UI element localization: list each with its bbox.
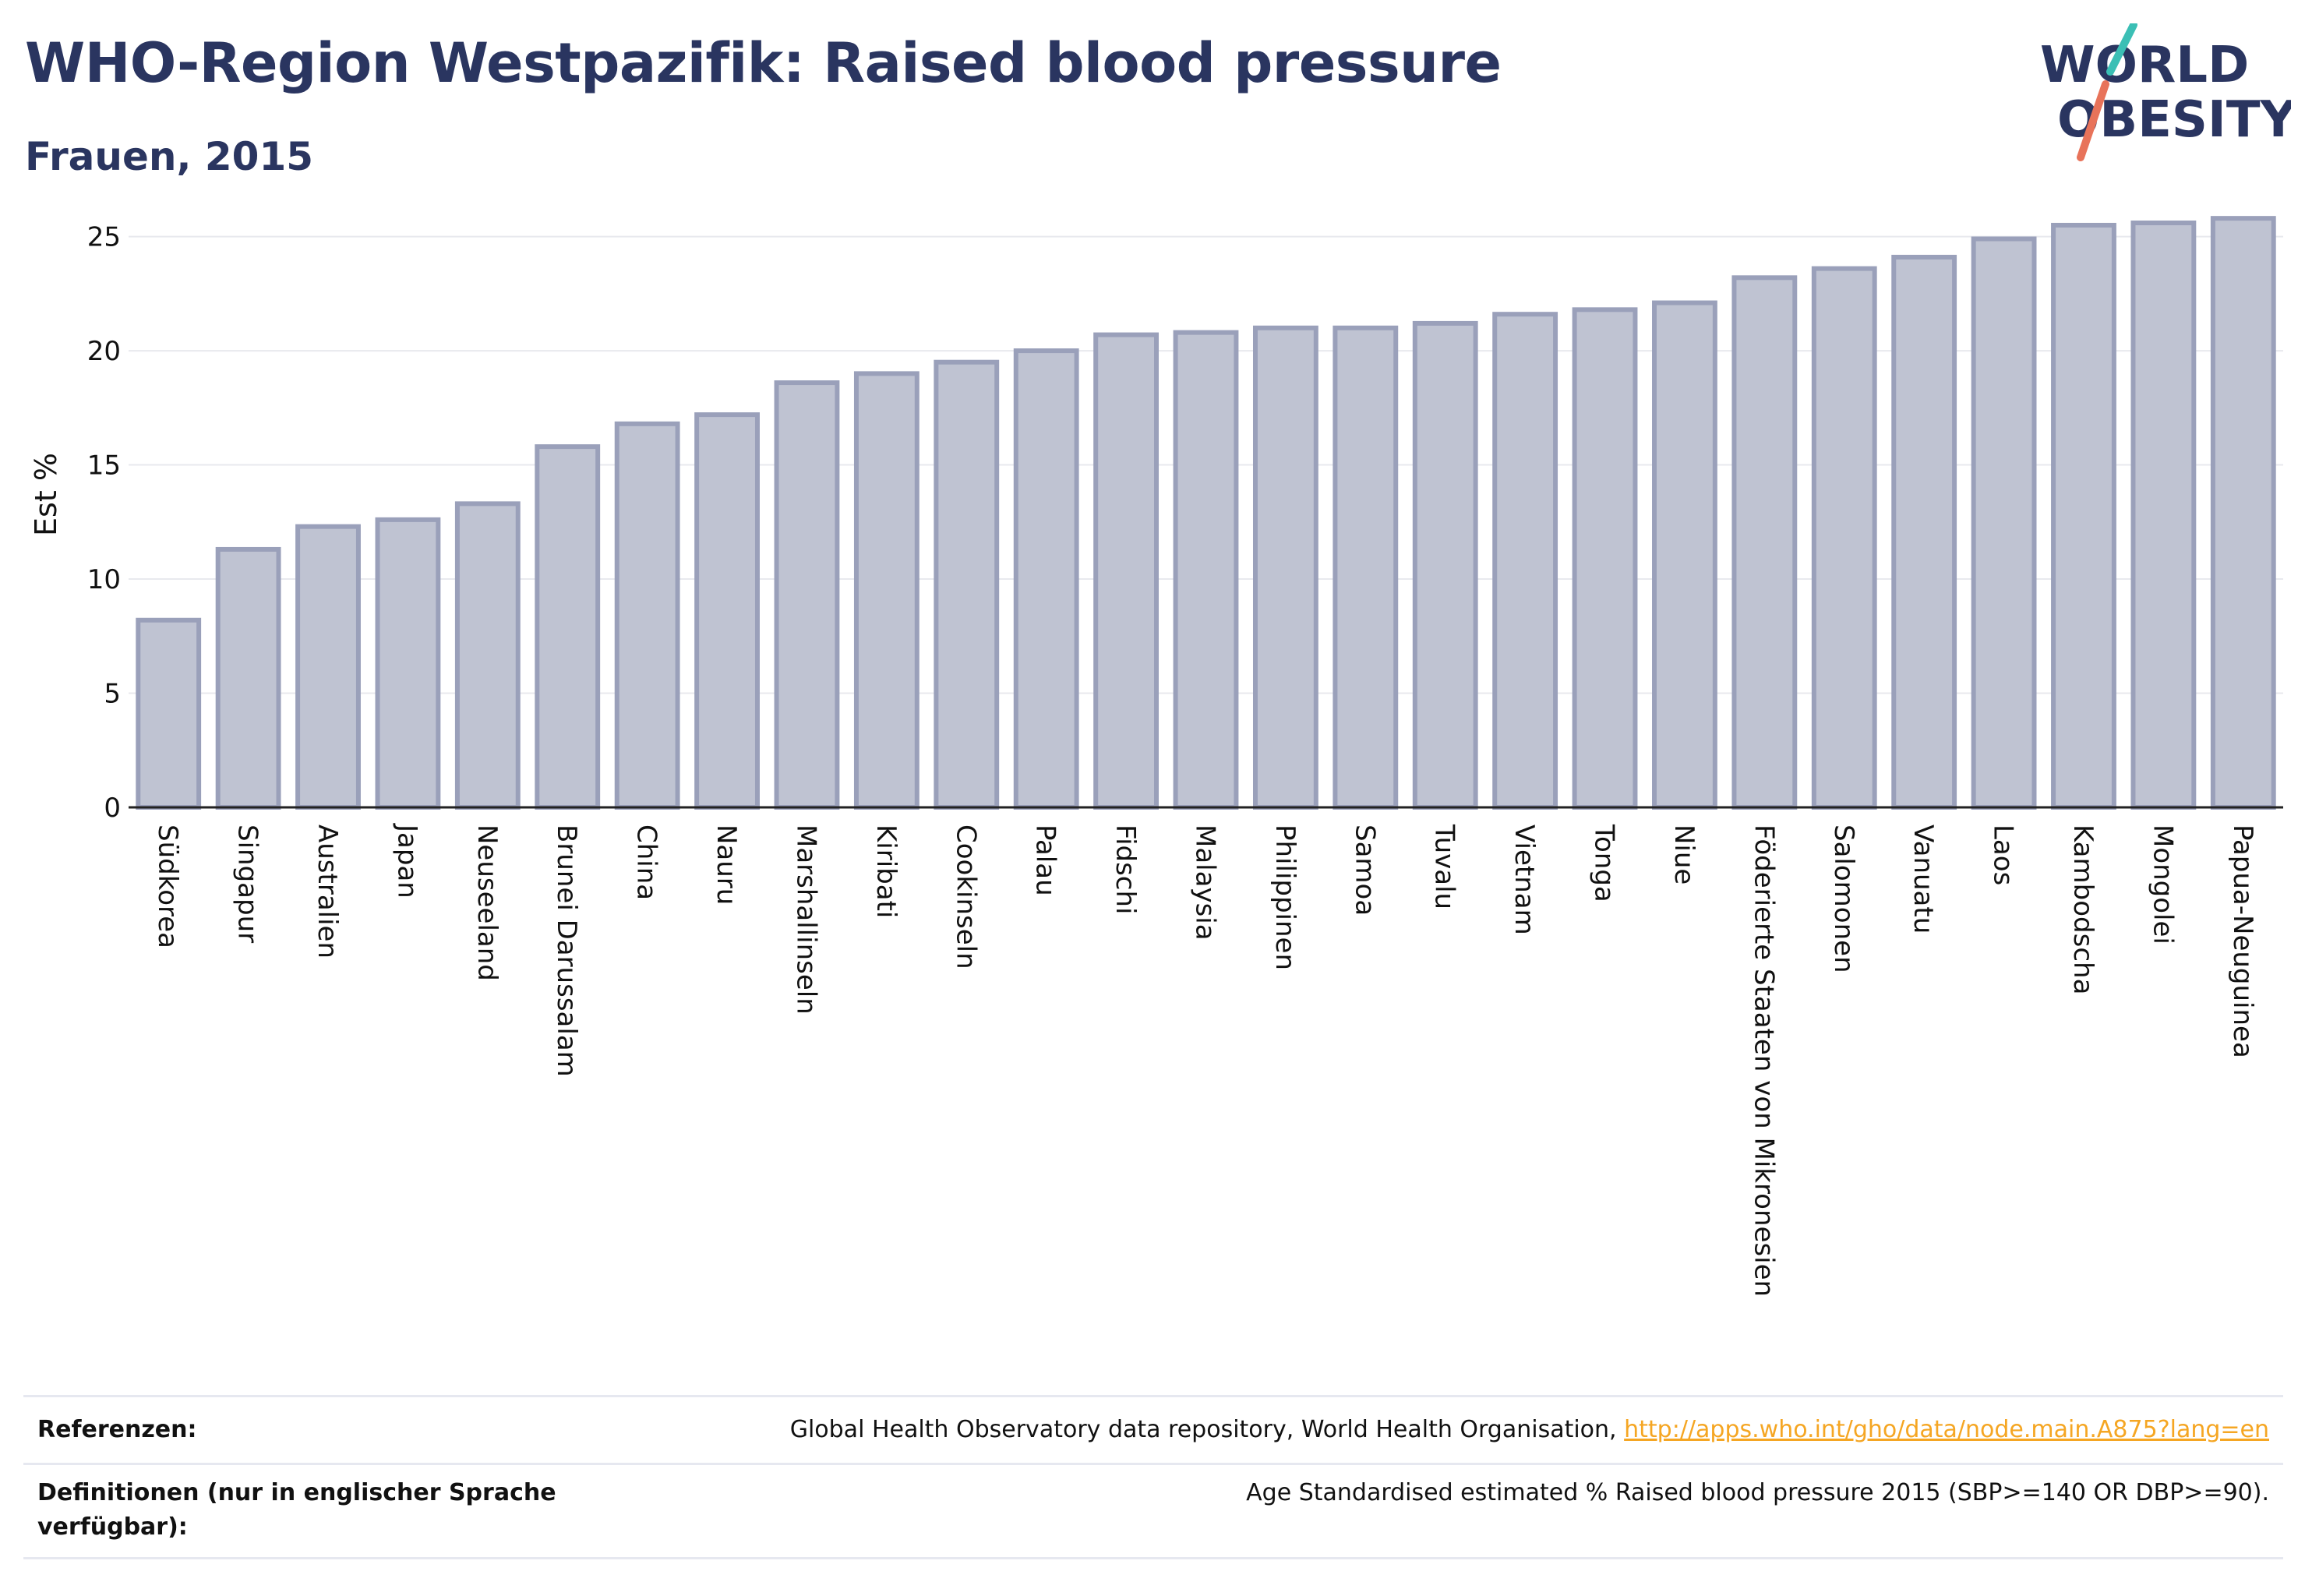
bar bbox=[934, 359, 1000, 810]
footer-table: Referenzen: Global Health Observatory da… bbox=[23, 1395, 2283, 1559]
bar bbox=[454, 501, 521, 810]
x-category-label: Cookinseln bbox=[950, 824, 981, 969]
bar bbox=[535, 444, 601, 810]
x-category-label: Tonga bbox=[1589, 824, 1620, 902]
x-category-label: Niue bbox=[1668, 824, 1700, 885]
x-category-label: Palau bbox=[1030, 824, 1061, 896]
logo-slash-coral bbox=[2077, 80, 2109, 161]
bar-chart: 0 5 10 15 20 25 Südkorea Singapur Australien Jap… bbox=[29, 216, 2283, 1297]
x-category-label: Japan bbox=[391, 823, 422, 899]
x-category-label: Kambodscha bbox=[2067, 824, 2099, 994]
y-axis-label: Est % bbox=[29, 453, 63, 536]
x-category-label: Samoa bbox=[1349, 824, 1380, 916]
bar bbox=[2130, 221, 2197, 810]
references-link[interactable]: http://apps.who.int/gho/data/node.main.A… bbox=[1624, 1416, 2269, 1443]
y-tick-label: 15 bbox=[87, 450, 121, 482]
x-category-label: Salomonen bbox=[1828, 824, 1859, 973]
bar bbox=[774, 380, 840, 810]
bar bbox=[1652, 300, 1717, 810]
bar bbox=[1971, 236, 2037, 810]
x-category-label: Brunei Darussalam bbox=[551, 824, 582, 1077]
bar bbox=[1333, 325, 1399, 810]
x-category-label: Mongolei bbox=[2147, 824, 2178, 945]
x-category-label: Australien bbox=[312, 824, 343, 959]
x-category-label: Singapur bbox=[232, 824, 263, 943]
bar bbox=[136, 617, 202, 810]
x-category-label: Kiribati bbox=[870, 824, 902, 918]
definitions-label: Definitionen (nur in englischer Sprache … bbox=[37, 1479, 556, 1541]
chart-subtitle: Frauen, 2015 bbox=[25, 134, 314, 179]
x-category-label: Nauru bbox=[711, 824, 742, 905]
x-category-label: Tuvalu bbox=[1429, 824, 1460, 909]
x-category-label: Vanuatu bbox=[1908, 824, 1939, 934]
references-text: Global Health Observatory data repositor… bbox=[789, 1416, 1617, 1443]
y-tick-label: 25 bbox=[87, 222, 121, 253]
bar bbox=[1811, 266, 1877, 810]
bar bbox=[215, 546, 281, 810]
bar bbox=[1731, 275, 1798, 810]
bar bbox=[2210, 216, 2276, 810]
bar bbox=[614, 421, 680, 810]
definitions-value: Age Standardised estimated % Raised bloo… bbox=[1246, 1479, 2269, 1506]
x-category-label: China bbox=[631, 824, 662, 900]
bar bbox=[1173, 330, 1239, 810]
y-tick-label: 5 bbox=[104, 679, 121, 710]
footer-row-references: Referenzen: Global Health Observatory da… bbox=[23, 1395, 2283, 1463]
x-category-label: Marshallinseln bbox=[790, 824, 821, 1015]
bar bbox=[1891, 254, 1957, 810]
bar bbox=[1412, 320, 1478, 810]
bar bbox=[1492, 312, 1558, 810]
world-obesity-logo: WORLD OBESITY bbox=[2040, 23, 2291, 161]
x-category-label: Papua-Neuguinea bbox=[2227, 824, 2258, 1058]
logo-slash-teal bbox=[2106, 23, 2137, 76]
bars bbox=[136, 216, 2276, 810]
y-tick-label: 0 bbox=[104, 793, 121, 824]
references-value: Global Health Observatory data repositor… bbox=[790, 1413, 2269, 1447]
bar bbox=[1252, 325, 1318, 810]
x-category-label: Malaysia bbox=[1190, 824, 1221, 941]
x-category-label: Fidschi bbox=[1110, 824, 1141, 915]
bar bbox=[853, 371, 920, 810]
x-category-label: Philippinen bbox=[1269, 824, 1301, 970]
x-category-label: Föderierte Staaten von Mikronesien bbox=[1748, 824, 1779, 1297]
y-axis-ticks: 0 5 10 15 20 25 bbox=[87, 222, 121, 824]
y-tick-label: 20 bbox=[87, 336, 121, 367]
footer-row-definitions: Definitionen (nur in englischer Sprache … bbox=[23, 1463, 2283, 1559]
bar bbox=[1093, 332, 1160, 810]
x-category-label: Südkorea bbox=[152, 824, 183, 948]
x-category-label: Laos bbox=[1988, 824, 2019, 885]
bar bbox=[1572, 307, 1638, 810]
references-label: Referenzen: bbox=[37, 1416, 197, 1443]
chart-title: WHO-Region Westpazifik: Raised blood pre… bbox=[25, 31, 1502, 95]
bar bbox=[375, 517, 441, 810]
bar bbox=[2051, 222, 2116, 810]
bar bbox=[694, 412, 760, 810]
x-category-label: Vietnam bbox=[1509, 824, 1540, 935]
bar bbox=[295, 524, 361, 810]
y-tick-label: 10 bbox=[87, 564, 121, 595]
x-axis-categories: Südkorea Singapur Australien Japan Neuseelan… bbox=[152, 823, 2258, 1297]
logo-line1: WORLD bbox=[2040, 37, 2249, 94]
x-category-label: Neuseeland bbox=[471, 824, 503, 981]
bar bbox=[1013, 348, 1079, 810]
